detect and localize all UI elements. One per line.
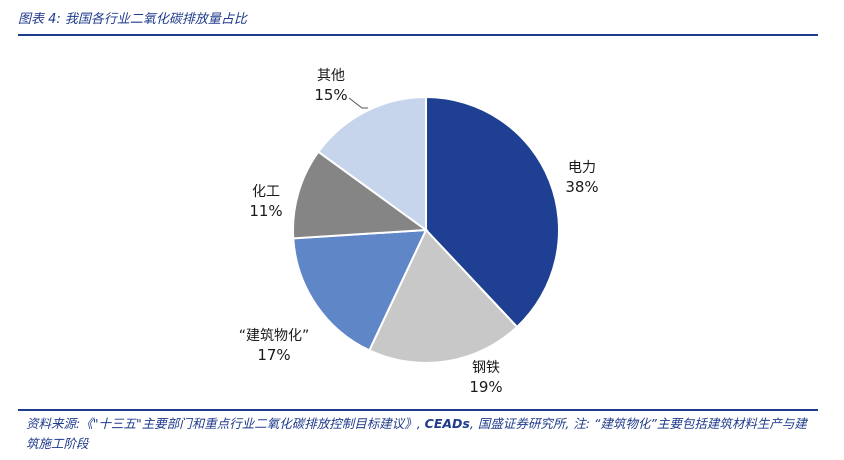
figure-title: 图表 4: 我国各行业二氧化碳排放量占比 xyxy=(18,12,247,27)
slice-label-2: 钢铁 xyxy=(472,360,500,376)
footnote-suffix: , 国盛证券研究所, 注: “建筑物化”主要包括建筑材料生产与建筑施工阶段 xyxy=(26,416,807,451)
top-rule xyxy=(18,34,818,36)
slice-value-label-4: 11% xyxy=(249,202,282,220)
bottom-rule xyxy=(18,409,818,411)
pie-slice-5 xyxy=(317,95,427,232)
slice-label-4: 化工 xyxy=(252,184,280,200)
slice-label-1: 电力 xyxy=(568,160,596,176)
footnote-source: CEADs xyxy=(424,416,470,431)
slice-value-label-5: 15% xyxy=(314,86,347,104)
pie-slice-1 xyxy=(425,95,560,329)
leader-line-other xyxy=(348,97,368,109)
pie-slice-3 xyxy=(292,228,428,352)
slice-value-label-2: 19% xyxy=(469,378,502,396)
pie-slice-2 xyxy=(368,228,519,364)
slice-label-3: “建筑物化” xyxy=(239,328,310,344)
slice-value-label-3: 17% xyxy=(257,346,290,364)
footnote-prefix: 资料来源:《"十三五"主要部门和重点行业二氧化碳排放控制目标建议》, xyxy=(26,416,425,431)
pie-slice-4 xyxy=(292,150,429,240)
slice-label-5: 其他 xyxy=(317,68,345,84)
source-footnote: 资料来源:《"十三五"主要部门和重点行业二氧化碳排放控制目标建议》, CEADs… xyxy=(26,414,816,454)
slice-value-label-1: 38% xyxy=(565,178,598,196)
